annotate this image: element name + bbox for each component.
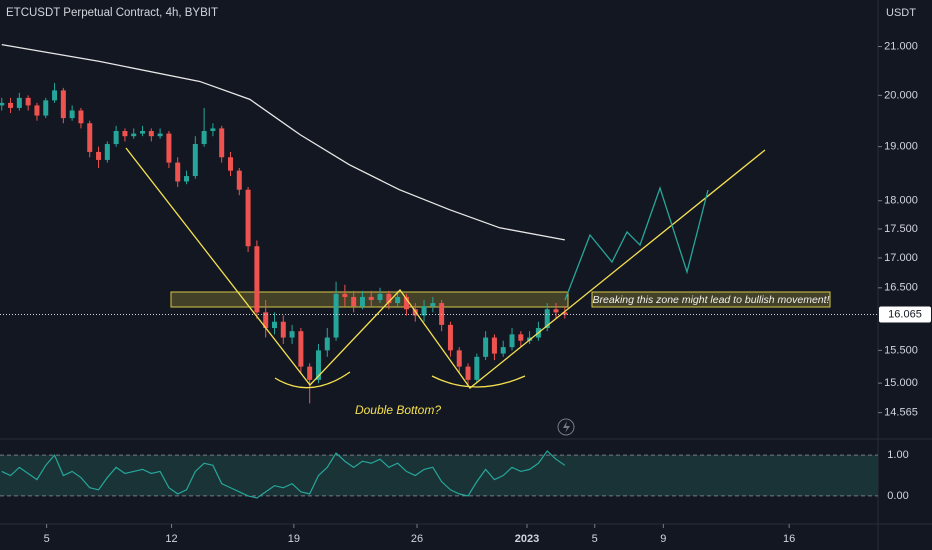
candle-body [245,189,251,247]
candle-body [359,296,365,307]
candle-body [166,133,172,163]
moving-average [1,43,565,241]
candle-body [395,296,401,304]
candle-body [351,296,357,307]
candle-body [377,293,383,301]
candle-body [439,303,445,325]
candle-body [254,246,260,313]
candle-body [69,110,75,119]
icon[interactable] [557,418,575,436]
candle-body [474,356,480,380]
candle-body [104,144,110,160]
x-tick-label: 5 [592,533,598,545]
candle-body [491,337,497,354]
candle-body [315,350,321,380]
candle-body [96,151,102,160]
x-tick-label: 19 [288,533,300,545]
candle-body [140,130,146,134]
candle-body [219,128,225,158]
projection-path [564,185,709,301]
y-tick-label: 18.000 [884,195,918,207]
candle-body [562,312,568,315]
candle-body [227,157,233,171]
x-tick-label: 9 [660,533,666,545]
x-tick-label: 16 [783,533,795,545]
oscillator-band [0,455,878,496]
candle-body [16,97,22,108]
candle-body [368,296,374,301]
candle-body [78,110,84,124]
candle-body [201,130,207,145]
chart-title: ETCUSDT Perpetual Contract, 4h, BYBIT [6,7,218,19]
candle-body [553,309,559,313]
y-tick-label: 19.000 [884,141,918,153]
candle-body [307,366,313,380]
annotation: Breaking this zone might lead to bullish… [593,294,830,306]
oscillator-line [1,450,566,499]
bottom-arc [431,375,526,388]
candle-body [34,105,40,116]
y-tick-label: 17.500 [884,223,918,235]
candle-body [465,366,471,380]
candle-body [518,334,524,341]
candle-body [509,334,515,348]
candle-body [148,130,154,137]
x-tick-label: 26 [411,533,423,545]
candle-body [43,100,49,116]
candle-body [298,331,304,367]
candle-body [386,293,392,304]
last-price-box [879,306,931,323]
candle-body [271,321,277,329]
pattern-lines [125,147,766,389]
candle-body [60,90,66,119]
candle-body [122,130,128,137]
candle-body [456,350,462,367]
candle-body [131,133,137,137]
candle-body [403,296,409,310]
candle-body [113,130,119,145]
icon-bolt [563,421,570,433]
candle-body [192,144,198,177]
y-tick-label: 20.000 [884,89,918,101]
annotation: Double Bottom? [355,403,441,417]
candle-body [430,303,436,307]
candle-body [324,337,330,351]
candle-body [236,170,242,190]
y-tick-label: 15.000 [884,377,918,389]
oscillator-tick-label: 0.00 [887,490,908,502]
candle-body [184,176,190,182]
y-tick-label: 21.000 [884,40,918,52]
candle-body [500,347,506,354]
x-tick-label: 2023 [515,533,539,545]
bottom-arc [274,371,351,389]
annotation-box [591,291,831,308]
candle-body [157,133,163,137]
candle-body [447,324,453,351]
candle-body [210,128,216,131]
oscillator-tick-label: 1.00 [887,449,908,461]
candle-body [342,293,348,297]
y-tick-label: 16.500 [884,282,918,294]
x-tick-label: 12 [165,533,177,545]
last-price-label: 16.065 [888,308,922,320]
y-tick-label: 17.000 [884,252,918,264]
candle-body [333,293,339,338]
y-tick-label: 14.565 [884,407,918,419]
y-tick-label: 15.500 [884,344,918,356]
candle-body [289,331,295,338]
candle-body [263,312,269,329]
candle-body [280,321,286,338]
candle-body [0,102,5,106]
candle-body [8,102,14,108]
candle-body [544,309,550,329]
candle-body [87,123,93,152]
candle-body [421,306,427,316]
candle-body [483,337,489,357]
candle-body [175,162,181,182]
candle-body [25,97,31,106]
x-tick-label: 5 [44,533,50,545]
candle-body [52,90,58,101]
axis-unit: USDT [886,7,916,19]
